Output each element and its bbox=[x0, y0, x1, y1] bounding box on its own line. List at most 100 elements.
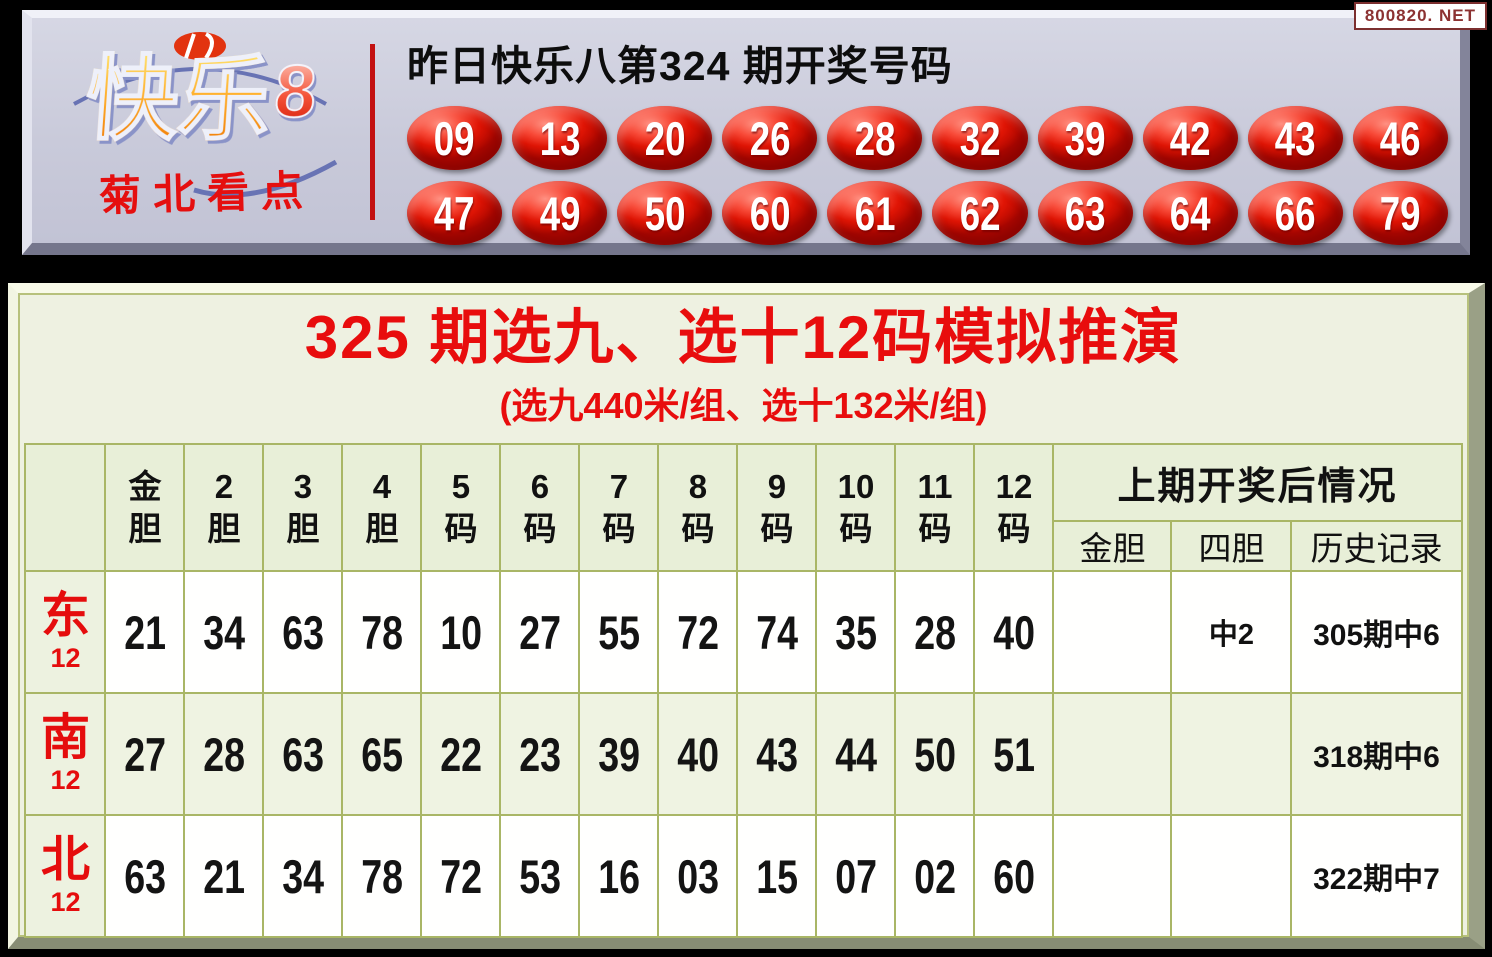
history-cell-north: 322期中7 bbox=[1290, 814, 1463, 938]
number-value: 15 bbox=[756, 849, 798, 903]
number-value: 27 bbox=[124, 727, 166, 781]
number-cell-south-11: 50 bbox=[894, 692, 976, 816]
column-header-line: 胆 bbox=[207, 509, 241, 547]
number-cell-north-7: 16 bbox=[578, 814, 660, 938]
column-header-line: 8 bbox=[688, 468, 708, 506]
number-value: 63 bbox=[124, 849, 166, 903]
simulation-table: 金胆 2 胆 3 胆 4 胆 5 码 6 码 7 码 8 码 9 码 10 码 11 码 12 码上期开奖后情况 金胆 四胆 历史… bbox=[24, 443, 1463, 938]
lottery-ball-number: 60 bbox=[749, 186, 791, 240]
number-cell-east-8: 72 bbox=[657, 570, 739, 694]
row-header-south: 南 12 bbox=[24, 692, 107, 816]
row-region-label: 北 bbox=[40, 833, 90, 887]
number-cell-north-3: 34 bbox=[262, 814, 344, 938]
lottery-ball: 13 bbox=[512, 106, 608, 170]
lottery-ball: 79 bbox=[1352, 181, 1448, 245]
lottery-ball: 49 bbox=[512, 181, 608, 245]
header-row-1: 金胆 2 胆 3 胆 4 胆 5 码 6 码 7 码 8 码 9 码 10 码 11 码 12 码上期开奖后情况 bbox=[24, 443, 1463, 572]
number-value: 34 bbox=[282, 849, 324, 903]
number-cell-south-8: 40 bbox=[657, 692, 739, 816]
lottery-ball-number: 49 bbox=[539, 186, 581, 240]
number-value: 55 bbox=[598, 605, 640, 659]
lottery-ball: 42 bbox=[1142, 106, 1238, 170]
column-header-line: 4 bbox=[372, 468, 392, 506]
table-row-south: 南 12 27 28 63 65 22 23 39 40 43 44 50 51 318期中6 bbox=[24, 692, 1463, 816]
lottery-ball-number: 43 bbox=[1274, 111, 1316, 165]
result-group-header: 上期开奖后情况 bbox=[1052, 443, 1463, 522]
number-value: 63 bbox=[282, 727, 324, 781]
history-cell-east: 305期中6 bbox=[1290, 570, 1463, 694]
number-cell-north-4: 78 bbox=[341, 814, 423, 938]
number-cell-east-5: 10 bbox=[420, 570, 502, 694]
number-value: 78 bbox=[361, 849, 403, 903]
number-cell-south-2: 28 bbox=[183, 692, 265, 816]
lottery-ball-number: 28 bbox=[854, 111, 896, 165]
column-header-line: 胆 bbox=[286, 509, 320, 547]
lottery-ball: 39 bbox=[1037, 106, 1133, 170]
number-value: 35 bbox=[835, 605, 877, 659]
number-value: 21 bbox=[124, 605, 166, 659]
number-value: 72 bbox=[677, 605, 719, 659]
result-subheader-2: 四胆 bbox=[1170, 520, 1293, 572]
number-value: 23 bbox=[519, 727, 561, 781]
number-value: 72 bbox=[440, 849, 482, 903]
lottery-ball-number: 62 bbox=[959, 186, 1001, 240]
number-cell-north-6: 53 bbox=[499, 814, 581, 938]
column-header-line: 胆 bbox=[128, 509, 162, 547]
number-value: 40 bbox=[677, 727, 719, 781]
number-value: 53 bbox=[519, 849, 561, 903]
number-cell-east-12: 40 bbox=[973, 570, 1055, 694]
number-cell-east-6: 27 bbox=[499, 570, 581, 694]
header-row-2: 金胆 四胆 历史记录 bbox=[25, 520, 1463, 572]
lottery-ball: 47 bbox=[407, 181, 503, 245]
lottery-ball: 62 bbox=[932, 181, 1028, 245]
column-header-line: 3 bbox=[293, 468, 313, 506]
simulation-panel: 325 期选九、选十12码模拟推演 (选九440米/组、选十132米/组) 金胆… bbox=[8, 283, 1485, 949]
number-cell-south-12: 51 bbox=[973, 692, 1055, 816]
lottery-ball-number: 09 bbox=[434, 111, 475, 165]
column-header-line: 胆 bbox=[365, 509, 399, 547]
number-cell-north-10: 07 bbox=[815, 814, 897, 938]
draw-result-block: 昨日快乐八第324 期开奖号码 09 13 20 26 28 32 39 42 43 46 47 4… bbox=[375, 18, 1460, 245]
panel-title: 325 期选九、选十12码模拟推演 bbox=[304, 304, 1183, 371]
lottery-ball-number: 64 bbox=[1169, 186, 1211, 240]
number-cell-south-10: 44 bbox=[815, 692, 897, 816]
number-cell-east-1: 21 bbox=[104, 570, 186, 694]
draw-title: 昨日快乐八第324 期开奖号码 bbox=[407, 43, 953, 89]
result-subheader-3: 历史记录 bbox=[1290, 520, 1463, 572]
lottery-ball-number: 26 bbox=[749, 111, 791, 165]
lottery-ball: 26 bbox=[722, 106, 818, 170]
brand-number: 8 bbox=[271, 49, 320, 134]
lottery-ball: 50 bbox=[617, 181, 713, 245]
number-cell-south-4: 65 bbox=[341, 692, 423, 816]
column-header-line: 码 bbox=[602, 509, 636, 547]
lottery-ball-number: 13 bbox=[539, 111, 581, 165]
lottery-ball-number: 79 bbox=[1380, 186, 1421, 240]
column-header-11: 11 码 bbox=[894, 443, 976, 572]
number-value: 28 bbox=[914, 605, 956, 659]
number-value: 34 bbox=[203, 605, 245, 659]
number-value: 40 bbox=[993, 605, 1035, 659]
row-count-label: 12 bbox=[50, 887, 81, 917]
number-value: 65 bbox=[361, 727, 403, 781]
column-header-line: 码 bbox=[444, 509, 478, 547]
lottery-ball-number: 42 bbox=[1169, 111, 1211, 165]
lottery-ball: 43 bbox=[1247, 106, 1343, 170]
number-value: 16 bbox=[598, 849, 640, 903]
panel-subtitle: (选九440米/组、选十132米/组) bbox=[499, 385, 988, 426]
number-value: 63 bbox=[282, 605, 324, 659]
lottery-ball: 32 bbox=[932, 106, 1028, 170]
column-header-line: 码 bbox=[760, 509, 794, 547]
lottery-ball: 61 bbox=[827, 181, 923, 245]
red-divider bbox=[370, 44, 375, 220]
column-header-line: 12 bbox=[995, 468, 1033, 506]
site-url-badge[interactable]: 800820. NET bbox=[1353, 2, 1487, 30]
table-corner-cell bbox=[24, 443, 107, 572]
number-value: 07 bbox=[835, 849, 877, 903]
number-value: 10 bbox=[440, 605, 482, 659]
